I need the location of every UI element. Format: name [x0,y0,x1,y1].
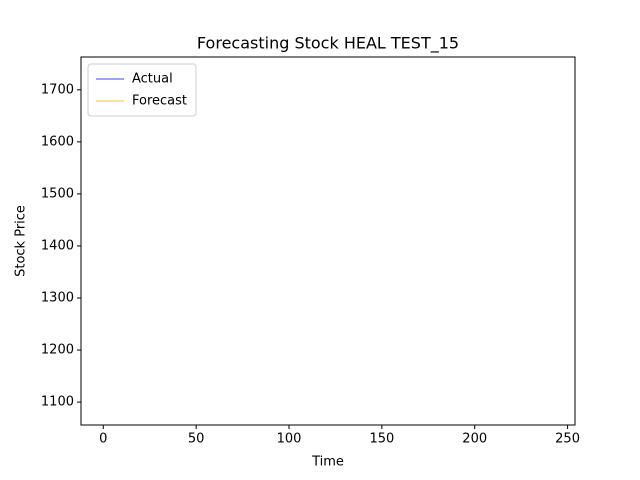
plot-frame [80,56,576,426]
legend-box [87,63,197,117]
x-axis-label: Time [311,455,344,470]
y-tick-label: 1100 [41,395,74,410]
x-tick-label: 250 [555,432,580,447]
y-tick-label: 1200 [41,343,74,358]
legend-label: Actual [132,72,173,87]
y-axis-label: Stock Price [14,205,29,277]
x-tick-label: 50 [188,432,205,447]
y-tick-label: 1700 [41,82,74,97]
legend-label: Forecast [132,94,187,109]
y-tick-label: 1400 [41,238,74,253]
x-tick-label: 150 [369,432,394,447]
x-tick-label: 0 [99,432,107,447]
y-tick-label: 1500 [41,186,74,201]
x-tick-label: 200 [462,432,487,447]
chart-title: Forecasting Stock HEAL TEST_15 [197,34,459,54]
x-tick-label: 100 [277,432,302,447]
y-tick-label: 1300 [41,290,74,305]
y-tick-label: 1600 [41,134,74,149]
